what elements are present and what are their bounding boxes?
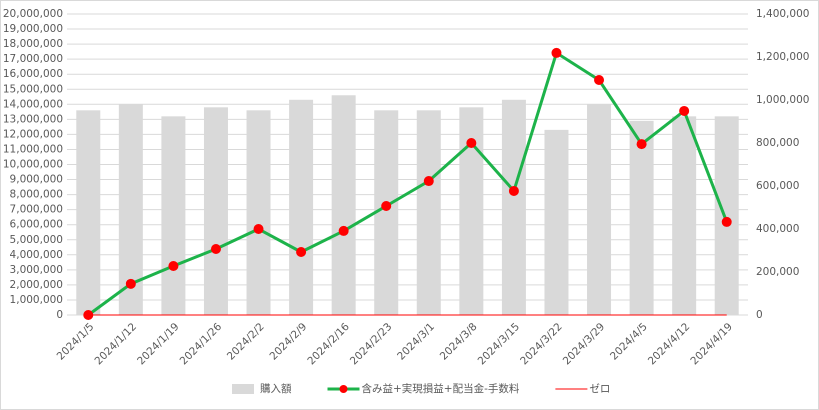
y2-tick-label: 1,000,000 xyxy=(756,94,809,106)
bar xyxy=(714,116,739,315)
marker xyxy=(679,105,690,116)
y-tick-label: 15,000,000 xyxy=(3,83,63,95)
y-tick-label: 11,000,000 xyxy=(3,143,63,155)
bar xyxy=(416,110,441,315)
y-tick-label: 18,000,000 xyxy=(3,38,63,50)
marker xyxy=(168,260,179,271)
y2-tick-label: 400,000 xyxy=(756,223,799,235)
y-tick-label: 4,000,000 xyxy=(10,249,63,261)
y2-tick-label: 1,400,000 xyxy=(756,8,809,20)
legend-swatch xyxy=(232,384,254,394)
marker xyxy=(423,176,434,187)
bar xyxy=(289,99,314,315)
legend-label: 含み益+実現損益+配当金-手数料 xyxy=(362,382,520,395)
bar xyxy=(331,95,356,316)
marker xyxy=(296,247,307,258)
y-tick-label: 17,000,000 xyxy=(3,53,63,65)
y2-tick-label: 600,000 xyxy=(756,180,799,192)
y-tick-label: 12,000,000 xyxy=(3,128,63,140)
y-tick-label: 2,000,000 xyxy=(10,279,63,291)
marker xyxy=(551,47,562,58)
y-tick-label: 5,000,000 xyxy=(10,234,63,246)
legend-label: ゼロ xyxy=(589,383,610,395)
y2-tick-label: 0 xyxy=(756,309,763,321)
y-tick-label: 7,000,000 xyxy=(10,204,63,216)
bar xyxy=(544,129,569,315)
marker xyxy=(466,138,477,148)
marker xyxy=(253,224,264,234)
bar xyxy=(76,110,101,315)
y-tick-label: 19,000,000 xyxy=(3,23,63,35)
bar xyxy=(374,110,399,315)
y-tick-label: 20,000,000 xyxy=(3,8,63,20)
marker xyxy=(381,200,392,211)
line xyxy=(87,50,729,317)
legend-label: 購入額 xyxy=(260,382,292,395)
bar xyxy=(587,104,612,315)
marker xyxy=(508,185,519,196)
legend-marker xyxy=(339,385,348,393)
y-tick-label: 0 xyxy=(56,309,63,321)
marker xyxy=(338,225,349,236)
y-tick-label: 16,000,000 xyxy=(3,68,63,80)
bar xyxy=(672,116,697,315)
marker xyxy=(125,278,136,289)
marker xyxy=(210,243,221,254)
bar xyxy=(629,120,654,315)
y2-tick-label: 800,000 xyxy=(756,137,799,149)
y-tick-label: 13,000,000 xyxy=(3,113,63,125)
y-tick-label: 1,000,000 xyxy=(10,294,63,306)
bar xyxy=(501,99,526,315)
bar xyxy=(161,116,186,315)
y-tick-label: 9,000,000 xyxy=(10,174,63,186)
marker xyxy=(636,139,647,150)
y-tick-label: 10,000,000 xyxy=(3,159,63,171)
bar xyxy=(246,110,271,315)
y-tick-label: 3,000,000 xyxy=(10,264,63,276)
y-tick-label: 6,000,000 xyxy=(10,219,63,231)
y-tick-label: 14,000,000 xyxy=(3,98,63,110)
y2-tick-label: 1,200,000 xyxy=(756,51,809,63)
marker xyxy=(721,216,732,227)
marker xyxy=(594,75,605,86)
y-tick-label: 8,000,000 xyxy=(10,189,63,201)
bar xyxy=(203,107,228,315)
y2-tick-label: 200,000 xyxy=(756,266,799,278)
